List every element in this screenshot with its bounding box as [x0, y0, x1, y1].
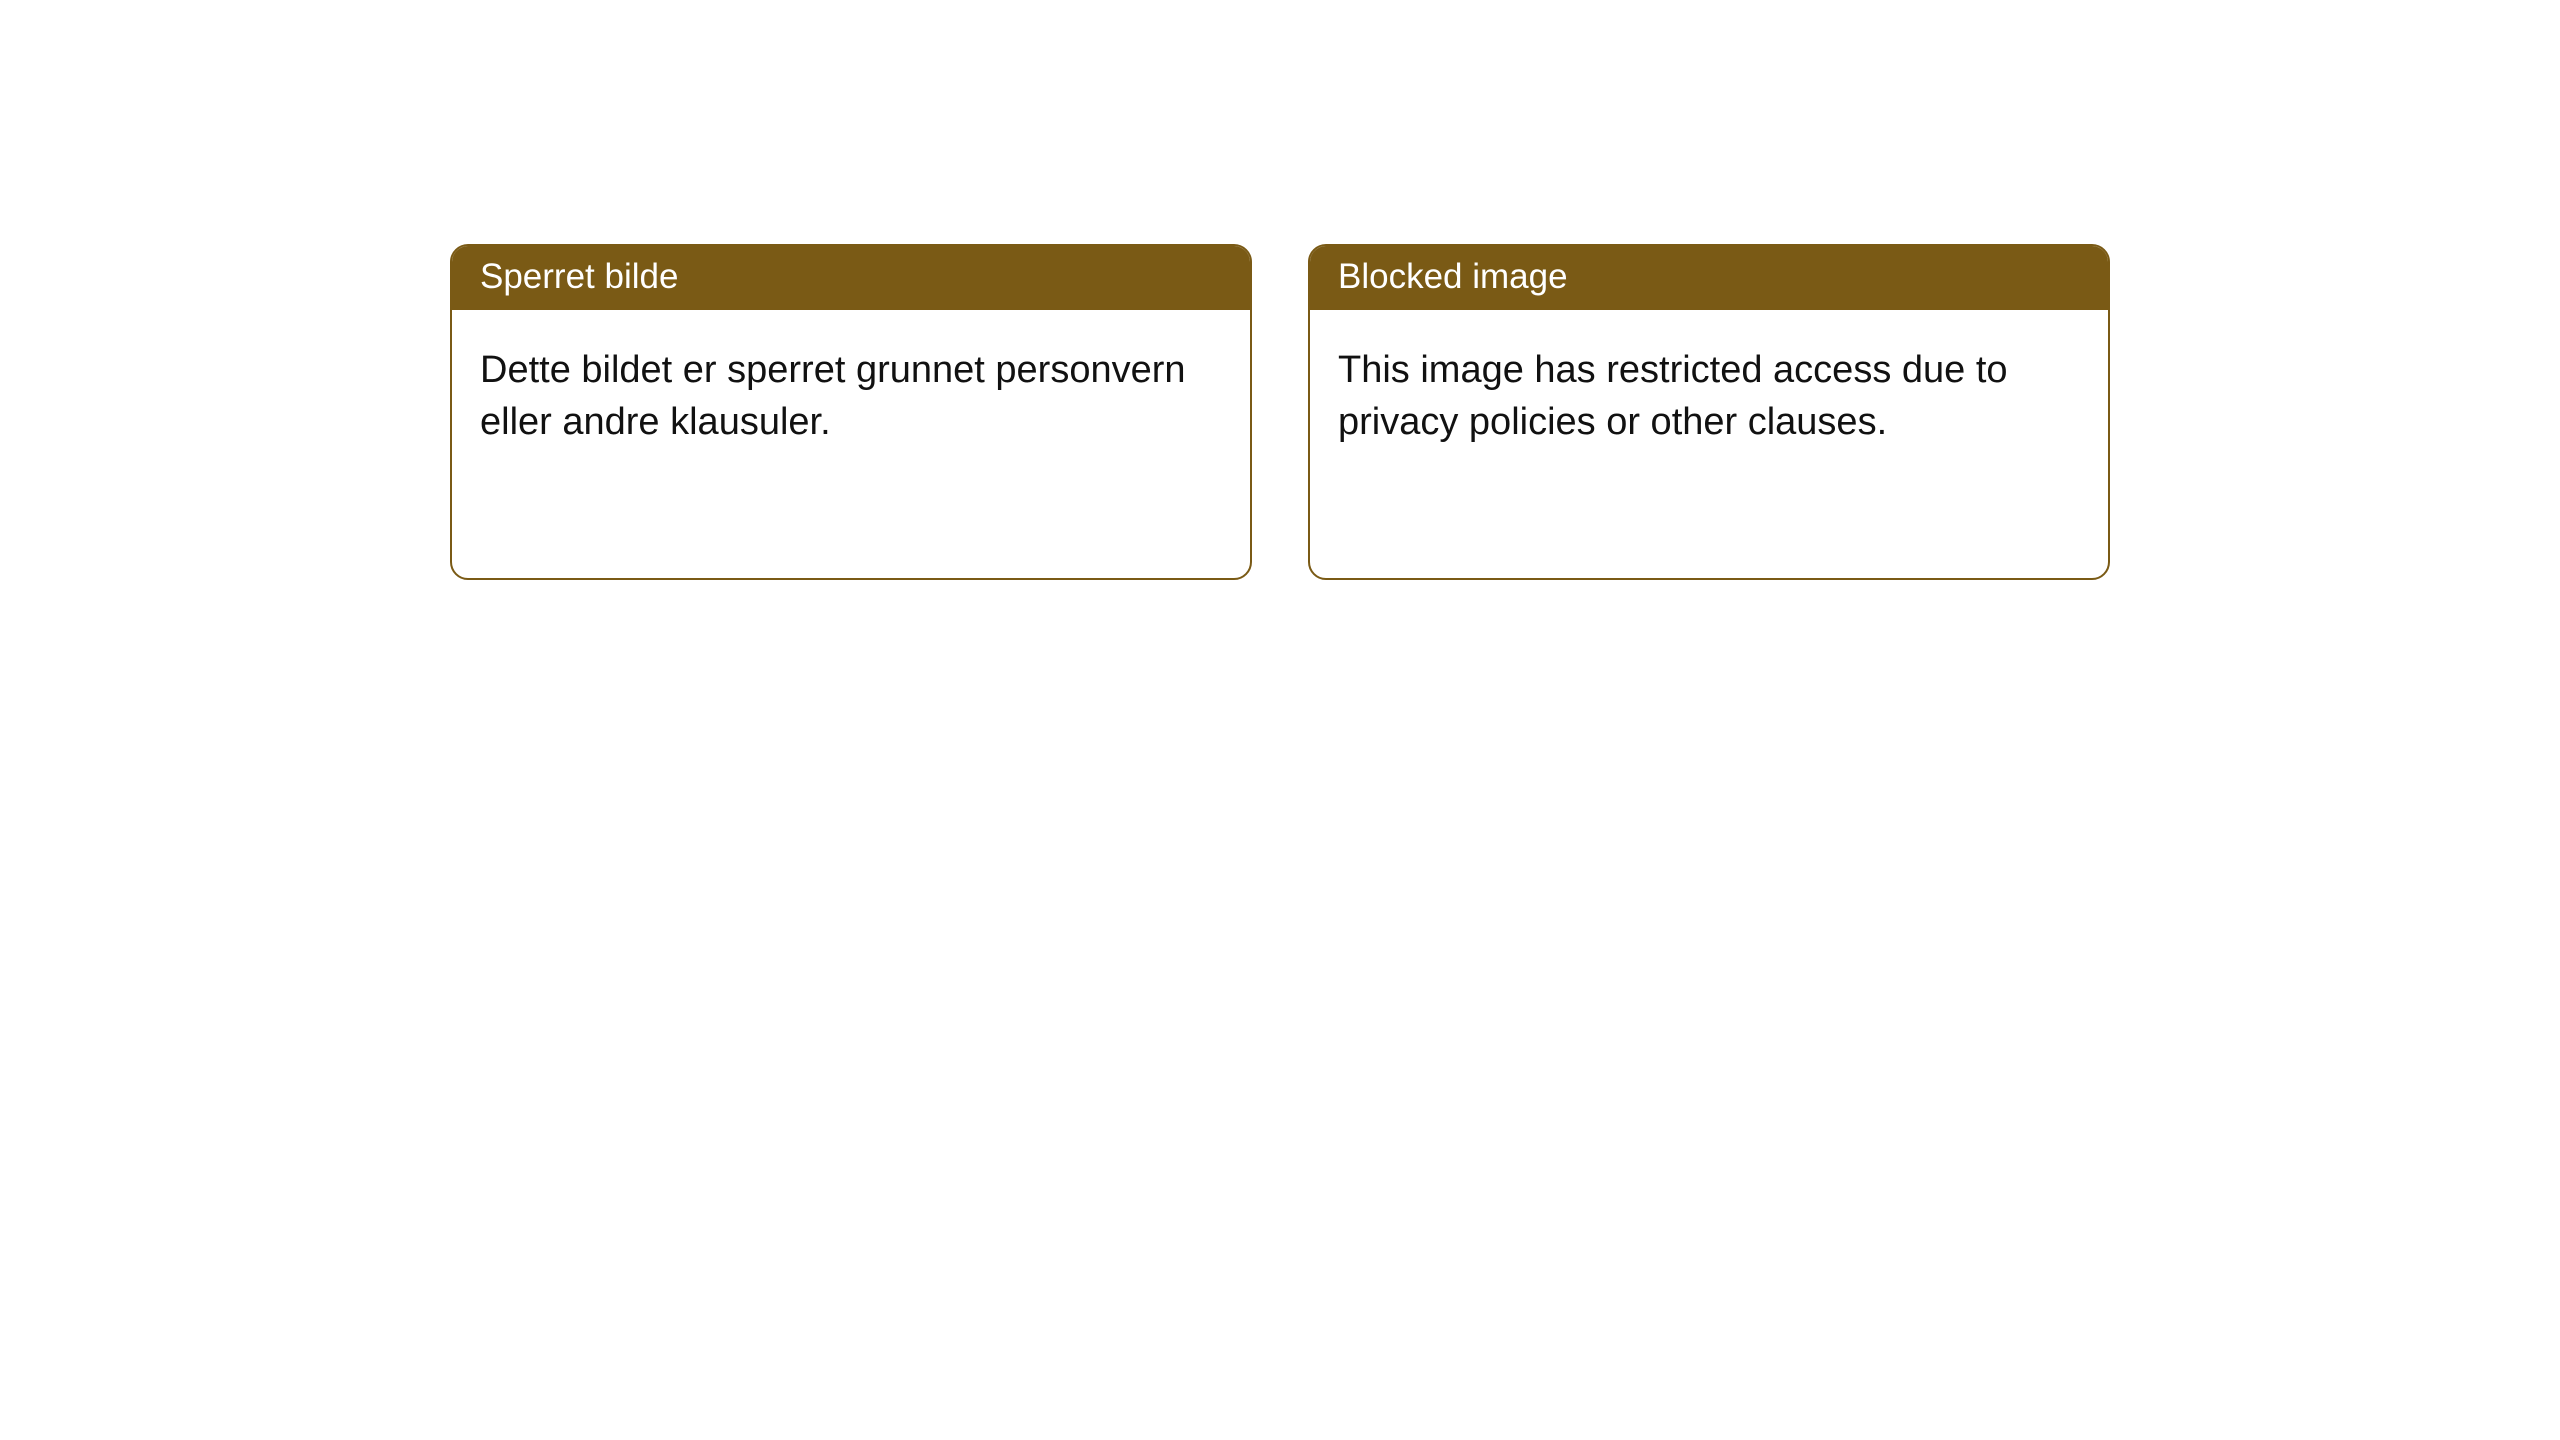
- notice-card-norwegian: Sperret bilde Dette bildet er sperret gr…: [450, 244, 1252, 580]
- card-title: Sperret bilde: [452, 246, 1250, 310]
- card-body-text: This image has restricted access due to …: [1310, 310, 2108, 483]
- card-title: Blocked image: [1310, 246, 2108, 310]
- notice-card-english: Blocked image This image has restricted …: [1308, 244, 2110, 580]
- card-body-text: Dette bildet er sperret grunnet personve…: [452, 310, 1250, 483]
- notice-container: Sperret bilde Dette bildet er sperret gr…: [450, 244, 2110, 1440]
